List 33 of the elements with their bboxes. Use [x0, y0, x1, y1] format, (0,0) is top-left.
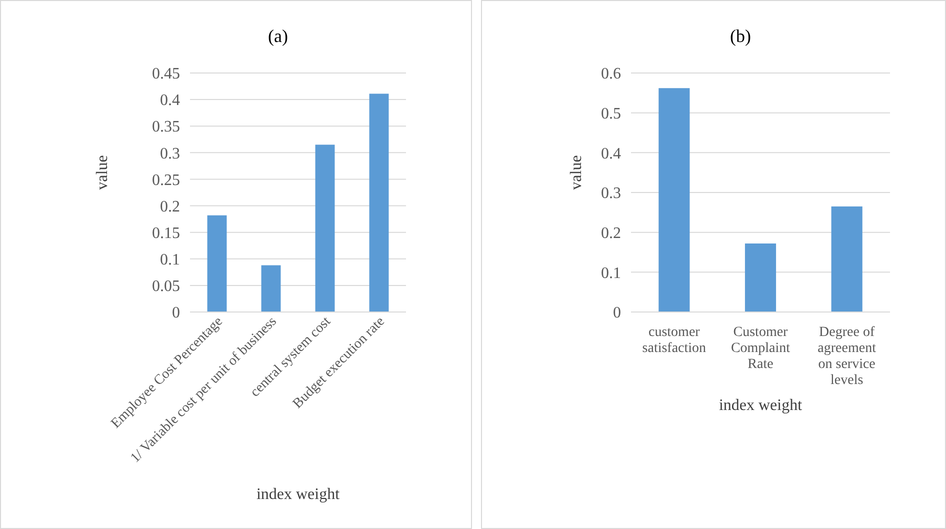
- y-tick-label: 0.35: [152, 118, 180, 136]
- y-tick-label: 0.25: [152, 172, 180, 189]
- y-tick-label: 0.6: [601, 66, 621, 83]
- y-tick-label: 0.5: [601, 105, 621, 122]
- x-axis-title: index weight: [718, 397, 803, 414]
- y-tick-label: 0: [613, 304, 621, 322]
- bar: [207, 215, 227, 312]
- bar: [369, 94, 389, 312]
- chart-title: (a): [268, 26, 288, 46]
- bar: [658, 88, 690, 312]
- y-tick-label: 0.3: [601, 185, 621, 202]
- y-tick-label: 0: [172, 304, 180, 322]
- bar: [744, 243, 776, 312]
- bar: [261, 265, 281, 312]
- x-tick-label: customer satisfaction: [642, 325, 706, 356]
- bar: [315, 144, 335, 312]
- y-tick-label: 0.15: [152, 224, 180, 242]
- y-tick-label: 0.4: [160, 92, 180, 110]
- y-axis-title: value: [94, 155, 111, 190]
- y-tick-label: 0.05: [152, 278, 180, 296]
- x-axis-title: index weight: [256, 486, 340, 503]
- y-tick-label: 0.1: [160, 251, 180, 268]
- x-tick-label: Customer Complaint Rate: [730, 325, 790, 372]
- chart-title: (b): [730, 26, 751, 46]
- x-tick-label: Degree of agreement on service levels: [818, 325, 876, 388]
- y-axis-title: value: [568, 155, 585, 190]
- y-tick-label: 0.4: [601, 145, 621, 162]
- y-tick-label: 0.2: [160, 198, 180, 216]
- y-tick-label: 0.45: [152, 66, 180, 83]
- bar: [831, 206, 862, 312]
- y-tick-label: 0.2: [601, 224, 621, 242]
- y-tick-label: 0.1: [601, 264, 621, 282]
- y-tick-label: 0.3: [160, 145, 180, 162]
